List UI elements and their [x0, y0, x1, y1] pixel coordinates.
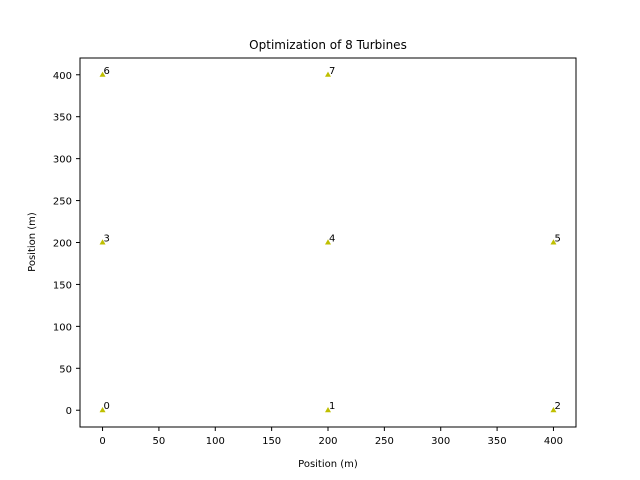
y-tick-label: 200 [53, 239, 72, 250]
y-axis: 0 50 100 150 200 250 300 350 400 [53, 71, 80, 417]
y-tick-label: 350 [53, 113, 72, 124]
turbine-label: 2 [554, 401, 560, 412]
x-axis-label: Position (m) [298, 459, 358, 470]
x-tick-label: 100 [206, 436, 225, 447]
y-tick-label: 100 [53, 322, 72, 333]
x-tick-label: 150 [262, 436, 281, 447]
turbine-marker [325, 407, 331, 413]
turbine-marker [550, 407, 557, 413]
turbine-marker [99, 71, 106, 77]
chart-title: Optimization of 8 Turbines [249, 38, 407, 52]
x-tick-label: 250 [375, 436, 394, 447]
turbine-label: 6 [104, 66, 110, 77]
x-axis: 0 50 100 150 200 250 300 350 400 [99, 427, 563, 447]
y-tick-label: 250 [53, 197, 72, 208]
y-tick-label: 50 [59, 364, 72, 375]
y-tick-label: 0 [66, 406, 72, 417]
x-tick-label: 50 [153, 436, 166, 447]
x-tick-label: 0 [99, 436, 105, 447]
turbine-label: 4 [329, 234, 335, 245]
y-tick-label: 150 [53, 280, 72, 291]
data-points: 0 1 2 3 4 5 6 7 [99, 66, 561, 413]
turbine-label: 3 [104, 234, 110, 245]
turbine-label: 1 [329, 401, 335, 412]
x-tick-label: 400 [544, 436, 563, 447]
turbine-label: 5 [554, 234, 560, 245]
x-tick-label: 350 [488, 436, 507, 447]
y-tick-label: 300 [53, 155, 72, 166]
turbine-label: 7 [329, 66, 335, 77]
turbine-marker [99, 239, 106, 245]
x-tick-label: 300 [431, 436, 450, 447]
x-tick-label: 200 [318, 436, 337, 447]
y-tick-label: 400 [53, 71, 72, 82]
turbine-label: 0 [104, 401, 110, 412]
turbine-marker [550, 239, 557, 245]
turbine-marker [325, 71, 331, 77]
turbine-marker [325, 239, 331, 245]
y-axis-label: Position (m) [27, 212, 38, 272]
turbine-marker [99, 407, 106, 413]
